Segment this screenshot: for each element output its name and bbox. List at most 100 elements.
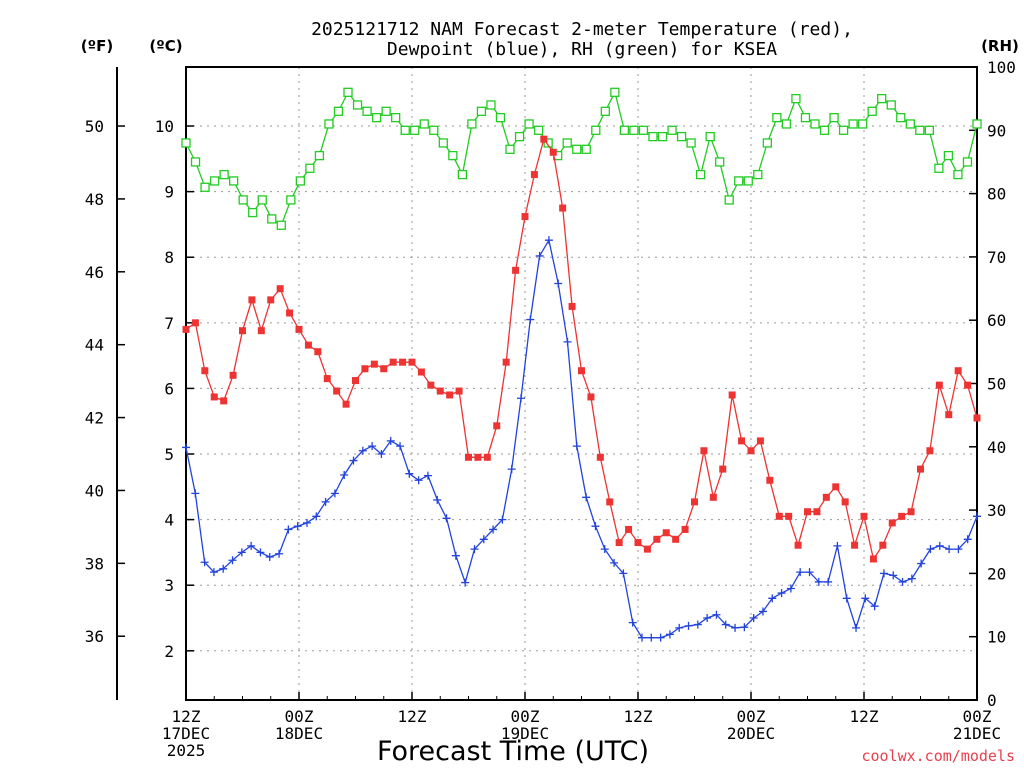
temperature-point xyxy=(455,387,463,395)
temperature-point xyxy=(832,483,840,491)
temperature-point xyxy=(935,381,943,389)
temperature-point xyxy=(568,302,576,310)
celsius-tick-label: 10 xyxy=(155,117,174,136)
temperature-point xyxy=(436,387,444,395)
rh-point xyxy=(781,119,792,129)
temperature-point xyxy=(352,377,359,385)
temperature-point xyxy=(493,422,501,430)
rh-point xyxy=(886,100,896,110)
temperature-point xyxy=(822,493,830,501)
rh-point xyxy=(476,106,487,116)
temperature-point xyxy=(691,498,698,506)
temperature-point xyxy=(794,541,802,549)
rh-point xyxy=(295,176,306,186)
rh-point xyxy=(362,106,372,116)
rh-point xyxy=(800,112,811,123)
celsius-ticks: 2 3 4 5 6 7 8 9 10 xyxy=(155,117,194,661)
dewpoint-point xyxy=(349,456,358,465)
dewpoint-point xyxy=(665,630,674,639)
rh-point xyxy=(572,144,582,154)
dewpoint-point xyxy=(637,633,646,642)
celsius-tick-label: 5 xyxy=(164,445,174,464)
dewpoint-point xyxy=(191,489,200,498)
dewpoint-point xyxy=(619,569,628,578)
rh-point xyxy=(962,157,973,167)
temperature-point xyxy=(530,171,538,179)
temperature-point xyxy=(295,325,303,333)
temperature-point xyxy=(700,447,708,455)
celsius-tick-label: 9 xyxy=(164,183,174,202)
rh-tick-label: 20 xyxy=(987,564,1006,583)
dewpoint-point xyxy=(600,545,609,554)
rh-point xyxy=(657,131,668,142)
dewpoint-point xyxy=(377,450,386,459)
x-tick-label: 00Z xyxy=(511,707,540,726)
x-axis-label: Forecast Time (UTC) xyxy=(377,736,649,767)
rh-point xyxy=(543,138,553,148)
rh-point xyxy=(438,138,448,148)
x-tick-label: 12Z xyxy=(398,707,427,726)
dewpoint-point xyxy=(330,489,339,498)
dewpoint-point xyxy=(302,518,311,527)
rh-point xyxy=(810,119,820,129)
x-tick-label: 21DEC xyxy=(953,724,1001,743)
dewpoint-point xyxy=(945,545,954,554)
temperature-line xyxy=(185,137,978,561)
rh-point xyxy=(686,138,696,148)
rh-point xyxy=(371,112,382,123)
dewpoint-point xyxy=(182,443,190,452)
temperature-point xyxy=(257,327,265,335)
dewpoint-point xyxy=(247,541,256,550)
fahrenheit-tick-label: 50 xyxy=(85,117,104,136)
rh-point xyxy=(905,119,915,129)
temperature-point xyxy=(446,391,454,399)
temperature-point xyxy=(606,498,614,506)
temperature-point xyxy=(521,213,529,221)
x-tick-label: 00Z xyxy=(963,707,992,726)
temperature-point xyxy=(191,319,199,327)
dewpoint-point xyxy=(675,623,684,632)
rh-point xyxy=(181,138,191,148)
rh-point xyxy=(695,169,706,180)
rh-point xyxy=(410,125,420,135)
rh-point xyxy=(505,144,515,154)
grid-lines xyxy=(186,67,977,700)
rh-point xyxy=(848,119,858,129)
dewpoint-point xyxy=(879,569,888,578)
fahrenheit-ticks: 36 38 40 42 44 46 48 50 xyxy=(85,117,125,646)
dewpoint-point xyxy=(768,594,777,603)
temperature-point xyxy=(342,400,350,408)
dewpoint-point xyxy=(386,436,395,445)
rh-point xyxy=(934,163,944,173)
temperature-point xyxy=(879,541,887,549)
rh-point xyxy=(209,176,220,186)
rh-point xyxy=(676,131,687,142)
temperature-point xyxy=(502,358,510,366)
dewpoint-point xyxy=(572,442,581,451)
temperature-point xyxy=(869,555,877,563)
dewpoint-point xyxy=(423,471,432,480)
rh-point xyxy=(753,169,763,180)
temperature-point xyxy=(898,512,906,520)
rh-point xyxy=(248,207,258,218)
dewpoint-point xyxy=(628,618,637,627)
temperature-point xyxy=(813,508,821,516)
rh-point xyxy=(610,87,620,97)
fahrenheit-tick-label: 42 xyxy=(85,409,104,428)
rh-point xyxy=(391,112,401,123)
temperature-point xyxy=(662,529,670,537)
temperature-point xyxy=(747,447,755,455)
dewpoint-point xyxy=(917,559,926,568)
temperature-point xyxy=(587,393,595,401)
dewpoint-point xyxy=(265,553,274,562)
dewpoint-point xyxy=(973,512,981,521)
rh-point xyxy=(333,106,344,116)
rh-point xyxy=(600,106,610,116)
dewpoint-point xyxy=(712,610,721,619)
dewpoint-point xyxy=(396,442,405,451)
rh-line xyxy=(185,90,978,227)
dewpoint-point xyxy=(954,545,963,554)
temperature-point xyxy=(483,453,491,461)
plot-frame xyxy=(185,66,978,701)
temperature-point xyxy=(314,348,322,356)
